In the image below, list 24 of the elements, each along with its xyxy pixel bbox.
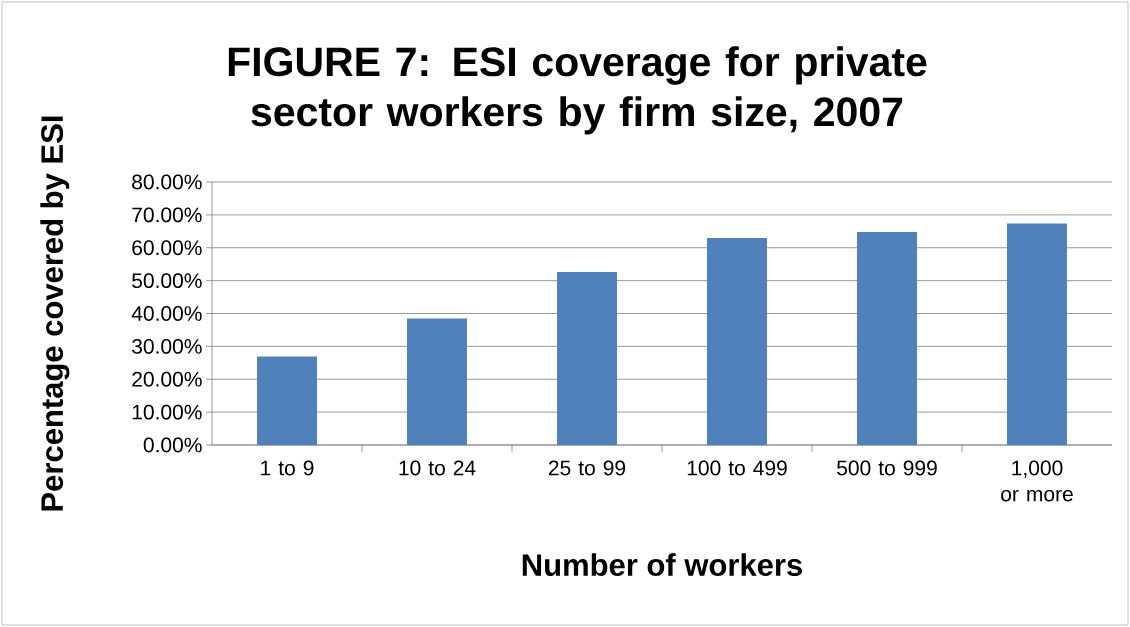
y-tick-label: 10.00% — [132, 404, 202, 420]
x-tick-label: 10 to 24 — [399, 460, 476, 476]
y-tick-label: 0.00% — [143, 437, 202, 453]
y-axis-title: Percentage covered by ESI — [40, 116, 70, 511]
y-tick-label: 70.00% — [132, 207, 202, 223]
bar — [407, 318, 467, 445]
bar — [257, 356, 317, 445]
y-tick-label: 40.00% — [131, 306, 202, 321]
y-tick-label: 20.00% — [132, 371, 202, 387]
chart-title: FIGURE 7: ESI coverage for private sector workers by firm size, 2007 — [228, 46, 927, 135]
x-tick-label: 1 to 9 — [261, 460, 314, 476]
x-tick-label: 1,000 or more — [1001, 460, 1073, 502]
bar — [1007, 223, 1068, 445]
x-tick-label: 500 to 999 — [837, 460, 937, 476]
y-tick-label: 50.00% — [132, 273, 202, 289]
bar — [557, 272, 617, 445]
x-tick-label: 25 to 99 — [548, 460, 626, 476]
y-tick-label: 80.00% — [132, 174, 202, 190]
x-tick-label: 100 to 499 — [687, 460, 787, 476]
y-tick-label: 60.00% — [132, 240, 202, 256]
bar — [857, 231, 918, 445]
x-axis-title: Number of workers — [522, 553, 802, 577]
bar — [707, 237, 767, 445]
y-tick-label: 30.00% — [132, 338, 202, 354]
